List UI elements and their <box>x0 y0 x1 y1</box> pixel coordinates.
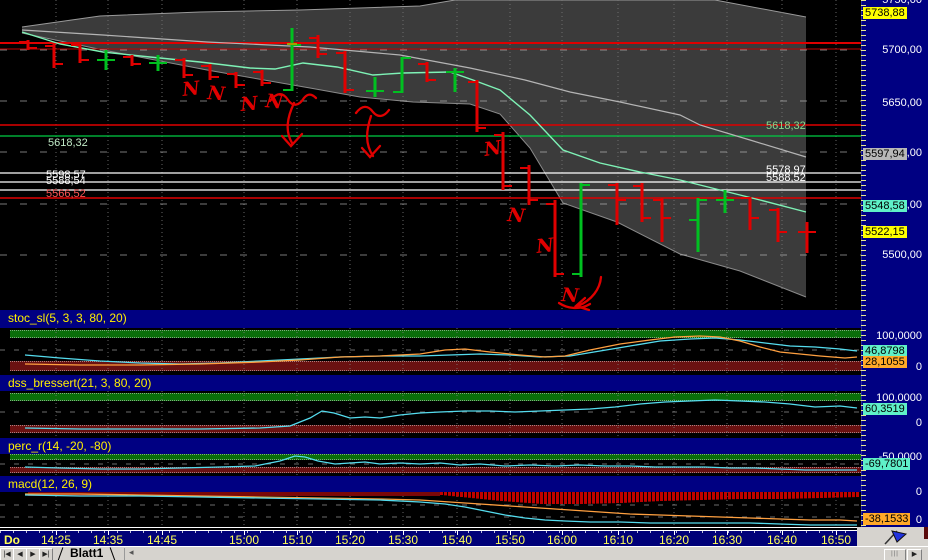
indicator-header-stochastic: stoc_sl(5, 3, 3, 80, 20) <box>0 310 861 328</box>
time-label: 15:10 <box>281 533 313 547</box>
oversold-band <box>10 361 861 371</box>
time-tick <box>403 531 404 535</box>
time-tick <box>510 531 511 535</box>
time-tick <box>108 531 109 535</box>
svg-text:N: N <box>263 90 284 114</box>
svg-text:N: N <box>239 92 260 116</box>
time-label: 14:35 <box>92 533 124 547</box>
time-label: 16:00 <box>546 533 578 547</box>
sheet-tab-bar: Blatt1 ◂ |◀ ◀ ▶ ▶| <box>0 546 928 560</box>
time-tick <box>782 531 783 535</box>
time-tick <box>350 531 351 535</box>
indicator-header-macd: macd(12, 26, 9) <box>0 476 861 492</box>
tab-divider <box>124 548 125 560</box>
svg-text:N: N <box>506 204 527 228</box>
time-label: 15:00 <box>228 533 260 547</box>
time-tick <box>618 531 619 535</box>
time-label: 16:20 <box>658 533 690 547</box>
horizontal-scrollbar-thumb[interactable]: ||| <box>884 549 906 560</box>
price-axis-panel <box>861 0 928 527</box>
time-label: 16:40 <box>766 533 798 547</box>
window-edge <box>924 527 928 539</box>
time-tick <box>836 531 837 535</box>
indicator-header-dss-bressert: dss_bressert(21, 3, 80, 20) <box>0 375 861 391</box>
sheet-tab-blatt1[interactable]: Blatt1 <box>56 547 117 560</box>
pane-separator <box>0 527 857 528</box>
tab-scroll-left-icon[interactable]: ◂ <box>129 547 134 557</box>
pane-separator <box>0 530 857 531</box>
overbought-band <box>10 454 861 460</box>
time-label: 15:50 <box>494 533 526 547</box>
sheet-nav-next-button[interactable]: ▶ <box>26 548 40 560</box>
time-tick <box>297 531 298 535</box>
time-axis: Do 14:25 14:35 14:45 15:00 15:10 15:20 15:30 15:… <box>0 531 857 547</box>
sheet-nav-last-button[interactable]: ▶| <box>39 548 53 560</box>
time-label: 14:45 <box>146 533 178 547</box>
svg-text:N: N <box>560 284 580 307</box>
time-tick <box>162 531 163 535</box>
time-tick <box>244 531 245 535</box>
sheet-nav-first-button[interactable]: |◀ <box>0 548 14 560</box>
time-label: 16:30 <box>711 533 743 547</box>
indicator-header-percent-r: perc_r(14, -20, -80) <box>0 438 861 454</box>
overbought-band <box>10 393 861 401</box>
bottom-right-corner <box>857 527 928 546</box>
svg-text:N: N <box>482 137 504 161</box>
time-tick <box>562 531 563 535</box>
time-label: 15:40 <box>441 533 473 547</box>
time-tick <box>457 531 458 535</box>
oversold-band <box>10 425 861 433</box>
time-label: 14:25 <box>40 533 72 547</box>
time-tick <box>56 531 57 535</box>
time-label: 16:10 <box>602 533 634 547</box>
scrollbar-right-arrow[interactable]: ▶ <box>907 549 922 560</box>
svg-text:N: N <box>534 234 555 258</box>
svg-text:N: N <box>206 82 227 106</box>
time-tick <box>727 531 728 535</box>
time-label: 15:30 <box>387 533 419 547</box>
time-label: 16:50 <box>820 533 852 547</box>
time-label: Do <box>4 533 20 547</box>
time-tick <box>674 531 675 535</box>
oversold-band <box>10 467 861 473</box>
overbought-band <box>10 330 861 338</box>
price-axis-ticks <box>861 0 866 527</box>
time-label: 15:20 <box>334 533 366 547</box>
sheet-nav-prev-button[interactable]: ◀ <box>13 548 27 560</box>
flag-icon <box>884 530 908 545</box>
svg-text:N: N <box>180 77 201 101</box>
